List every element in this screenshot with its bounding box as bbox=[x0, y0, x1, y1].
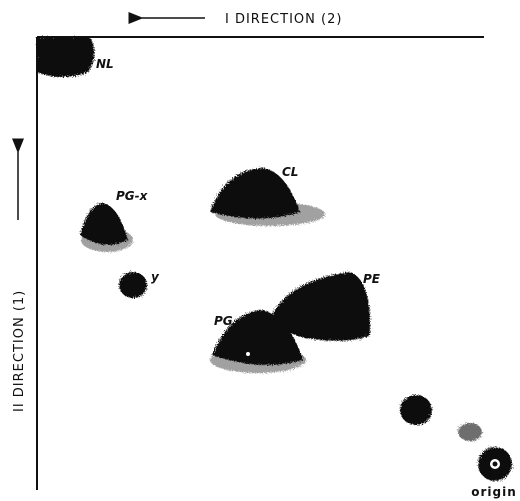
origin-center bbox=[493, 462, 498, 467]
label-origin: origin bbox=[471, 485, 517, 499]
spot-y bbox=[119, 272, 147, 298]
spot-nl bbox=[37, 37, 95, 77]
chromatogram: I DIRECTION (2) II DIRECTION (1) NL CL P… bbox=[0, 0, 520, 501]
label-pgx: PG-x bbox=[116, 189, 149, 203]
label-cl: CL bbox=[282, 165, 298, 179]
direction-2-label: I DIRECTION (2) bbox=[225, 12, 342, 27]
spot-pgx bbox=[80, 203, 128, 245]
spot-pg-hole bbox=[246, 352, 250, 356]
label-pg: PG bbox=[214, 314, 233, 328]
label-pe: PE bbox=[363, 272, 381, 286]
spot-unlabeled bbox=[400, 395, 432, 425]
label-y: y bbox=[151, 270, 160, 284]
label-nl: NL bbox=[96, 57, 114, 71]
spots bbox=[37, 37, 512, 481]
direction-1-label: II DIRECTION (1) bbox=[12, 290, 27, 412]
spot-faint bbox=[458, 423, 482, 441]
